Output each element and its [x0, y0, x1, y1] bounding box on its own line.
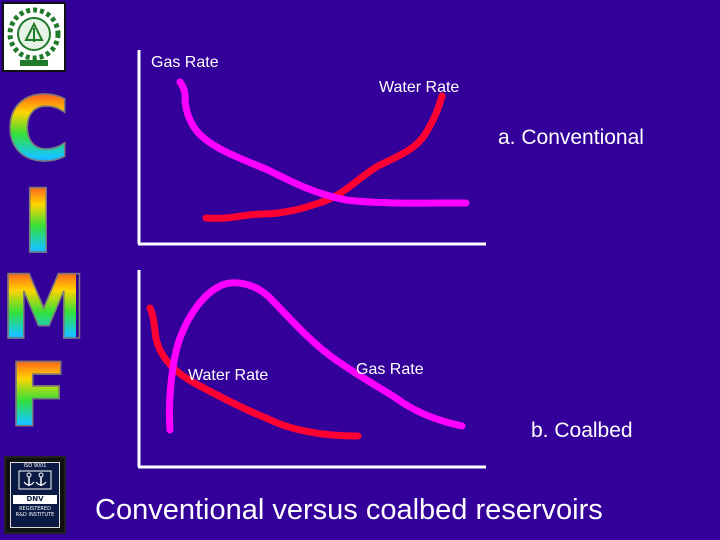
sidebar-letter-f: F [0, 351, 76, 441]
panel-b-caption: b. Coalbed [531, 419, 633, 442]
sidebar-letter-m: M [0, 256, 88, 359]
institute-logo [2, 2, 66, 72]
cert-text-registered: REGISTERED [19, 506, 51, 512]
slide-title: Conventional versus coalbed reservoirs [95, 494, 603, 526]
sidebar-letter-i: I [0, 177, 76, 267]
panel-b-water-rate-label: Water Rate [188, 367, 269, 384]
panel-a-caption: a. Conventional [498, 126, 644, 149]
panel-a-gas-rate-label: Gas Rate [151, 54, 219, 71]
panel-b-axes [137, 270, 486, 469]
cert-text-institute: R&D INSTITUTE [15, 512, 55, 518]
panel-b-gas-rate-label: Gas Rate [356, 361, 424, 378]
dnv-certification-icon: ISO 9001 DNV REGISTERED R&D INSTITUTE [10, 462, 60, 528]
panel-a-water-curve [202, 92, 446, 222]
sidebar-letter-c: C [0, 85, 76, 175]
panel-a-water-rate-label: Water Rate [379, 79, 460, 96]
panel-a-gas-curve [176, 78, 470, 207]
gear-emblem-icon [7, 7, 61, 66]
panel-b-water-curve [146, 304, 362, 440]
panel-a-axes [137, 50, 486, 246]
anchor-emblem-icon [18, 470, 52, 490]
cert-text-dnv: DNV [13, 495, 57, 504]
panel-b-gas-curve [166, 279, 466, 434]
cert-text-iso: ISO 9001 [23, 463, 47, 469]
dnv-certification-logo: ISO 9001 DNV REGISTERED R&D INSTITUTE [4, 456, 66, 534]
